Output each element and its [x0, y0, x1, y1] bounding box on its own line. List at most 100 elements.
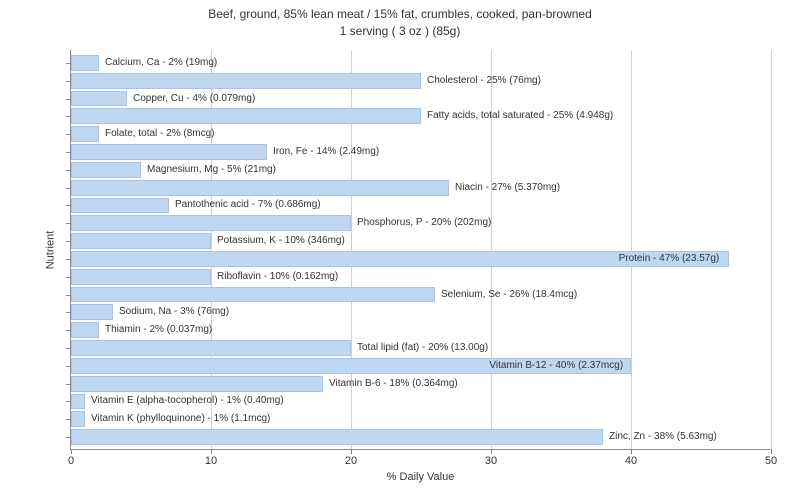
- bars-wrapper: Calcium, Ca - 2% (19mg) Cholesterol - 25%…: [71, 54, 770, 445]
- y-tick: [66, 205, 71, 206]
- x-tick-label: 50: [765, 455, 777, 467]
- y-tick: [66, 437, 71, 438]
- nutrient-bar: [71, 91, 127, 107]
- bar-row: Niacin - 27% (5.370mg): [71, 179, 770, 197]
- y-tick: [66, 170, 71, 171]
- bar-row: Calcium, Ca - 2% (19mg): [71, 54, 770, 72]
- gridline: [771, 50, 772, 449]
- bar-label: Sodium, Na - 3% (76mg): [115, 306, 229, 317]
- bar-row: Fatty acids, total saturated - 25% (4.94…: [71, 107, 770, 125]
- x-tick: [631, 449, 632, 454]
- nutrient-bar: [71, 411, 85, 427]
- plot-area: Nutrient % Daily Value Calcium, Ca - 2% …: [70, 50, 770, 450]
- title-line-1: Beef, ground, 85% lean meat / 15% fat, c…: [208, 7, 592, 21]
- y-tick: [66, 384, 71, 385]
- y-tick: [66, 63, 71, 64]
- bar-label: Vitamin K (phylloquinone) - 1% (1.1mcg): [87, 413, 270, 424]
- bar-row: Protein - 47% (23.57g): [71, 250, 770, 268]
- bar-label: Vitamin E (alpha-tocopherol) - 1% (0.40m…: [87, 395, 284, 406]
- y-tick: [66, 419, 71, 420]
- bar-label: Pantothenic acid - 7% (0.686mg): [171, 199, 321, 210]
- y-tick: [66, 330, 71, 331]
- bar-label: Calcium, Ca - 2% (19mg): [101, 57, 217, 68]
- y-tick: [66, 295, 71, 296]
- bar-label: Protein - 47% (23.57g): [615, 253, 720, 264]
- y-tick: [66, 312, 71, 313]
- nutrient-bar: [71, 73, 421, 89]
- bar-label: Vitamin B-12 - 40% (2.37mcg): [485, 360, 623, 371]
- bar-row: Folate, total - 2% (8mcg): [71, 125, 770, 143]
- y-tick: [66, 241, 71, 242]
- bar-label: Zinc, Zn - 38% (5.63mg): [605, 431, 717, 442]
- y-tick: [66, 81, 71, 82]
- nutrient-bar: [71, 198, 169, 214]
- nutrient-bar: [71, 180, 449, 196]
- x-axis-label: % Daily Value: [387, 471, 455, 483]
- y-tick: [66, 366, 71, 367]
- bar-row: Riboflavin - 10% (0.162mg): [71, 268, 770, 286]
- bar-label: Potassium, K - 10% (346mg): [213, 235, 345, 246]
- x-tick-label: 20: [345, 455, 357, 467]
- bar-row: Vitamin B-6 - 18% (0.364mg): [71, 375, 770, 393]
- bar-row: Pantothenic acid - 7% (0.686mg): [71, 197, 770, 215]
- bar-row: Copper, Cu - 4% (0.079mg): [71, 90, 770, 108]
- bar-row: Magnesium, Mg - 5% (21mg): [71, 161, 770, 179]
- x-tick-label: 40: [625, 455, 637, 467]
- nutrient-bar: [71, 429, 603, 445]
- x-tick: [491, 449, 492, 454]
- bar-label: Phosphorus, P - 20% (202mg): [353, 217, 491, 228]
- y-axis-label: Nutrient: [44, 230, 56, 269]
- bar-label: Iron, Fe - 14% (2.49mg): [269, 146, 379, 157]
- nutrient-bar: [71, 162, 141, 178]
- bar-row: Cholesterol - 25% (76mg): [71, 72, 770, 90]
- x-tick-label: 0: [68, 455, 74, 467]
- bar-row: Vitamin B-12 - 40% (2.37mcg): [71, 357, 770, 375]
- y-tick: [66, 277, 71, 278]
- bar-row: Sodium, Na - 3% (76mg): [71, 303, 770, 321]
- bar-label: Cholesterol - 25% (76mg): [423, 75, 541, 86]
- bar-label: Total lipid (fat) - 20% (13.00g): [353, 342, 488, 353]
- chart-title: Beef, ground, 85% lean meat / 15% fat, c…: [0, 0, 800, 40]
- y-tick: [66, 401, 71, 402]
- nutrient-bar: [71, 340, 351, 356]
- nutrient-bar: [71, 126, 99, 142]
- bar-label: Fatty acids, total saturated - 25% (4.94…: [423, 110, 613, 121]
- bar-row: Selenium, Se - 26% (18.4mcg): [71, 286, 770, 304]
- bar-label: Thiamin - 2% (0.037mg): [101, 324, 212, 335]
- y-tick: [66, 223, 71, 224]
- title-line-2: 1 serving ( 3 oz ) (85g): [340, 24, 461, 38]
- nutrient-bar: [71, 394, 85, 410]
- y-tick: [66, 259, 71, 260]
- nutrient-bar: [71, 233, 211, 249]
- bar-label: Selenium, Se - 26% (18.4mcg): [437, 289, 577, 300]
- nutrient-bar: [71, 144, 267, 160]
- nutrient-bar: [71, 287, 435, 303]
- nutrient-bar: [71, 304, 113, 320]
- bar-row: Vitamin K (phylloquinone) - 1% (1.1mcg): [71, 410, 770, 428]
- bar-row: Potassium, K - 10% (346mg): [71, 232, 770, 250]
- bar-label: Niacin - 27% (5.370mg): [451, 182, 560, 193]
- y-tick: [66, 134, 71, 135]
- bar-row: Iron, Fe - 14% (2.49mg): [71, 143, 770, 161]
- nutrient-bar: [71, 55, 99, 71]
- y-tick: [66, 116, 71, 117]
- nutrient-bar: [71, 269, 211, 285]
- bar-row: Thiamin - 2% (0.037mg): [71, 321, 770, 339]
- x-tick-label: 10: [205, 455, 217, 467]
- bar-label: Riboflavin - 10% (0.162mg): [213, 271, 338, 282]
- nutrient-bar: [71, 376, 323, 392]
- nutrient-bar: [71, 108, 421, 124]
- x-tick: [771, 449, 772, 454]
- bar-row: Vitamin E (alpha-tocopherol) - 1% (0.40m…: [71, 393, 770, 411]
- bar-label: Copper, Cu - 4% (0.079mg): [129, 93, 255, 104]
- nutrient-bar: [71, 322, 99, 338]
- x-tick: [211, 449, 212, 454]
- y-tick: [66, 188, 71, 189]
- y-tick: [66, 348, 71, 349]
- bar-row: Phosphorus, P - 20% (202mg): [71, 214, 770, 232]
- y-tick: [66, 152, 71, 153]
- y-tick: [66, 99, 71, 100]
- bar-label: Vitamin B-6 - 18% (0.364mg): [325, 378, 458, 389]
- bar-label: Magnesium, Mg - 5% (21mg): [143, 164, 276, 175]
- bar-row: Total lipid (fat) - 20% (13.00g): [71, 339, 770, 357]
